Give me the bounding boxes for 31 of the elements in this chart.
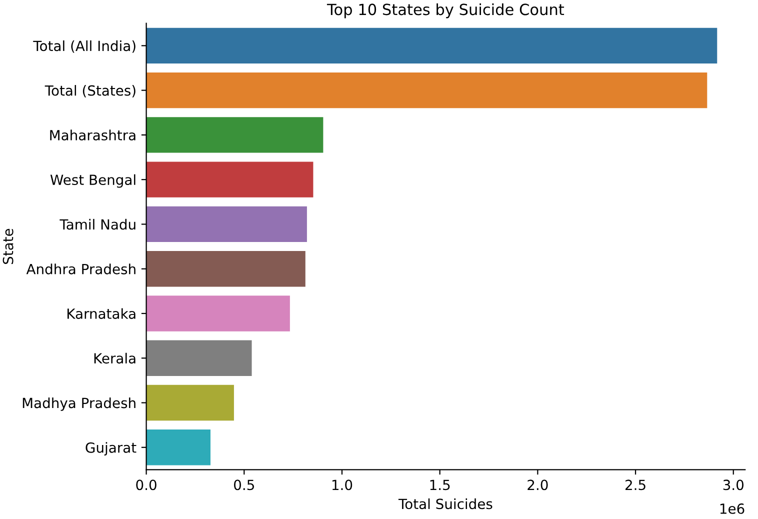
- bar: [146, 72, 708, 108]
- bar: [146, 430, 210, 466]
- y-tick-label: Kerala: [94, 352, 136, 364]
- chart-title: Top 10 States by Suicide Count: [326, 3, 564, 18]
- bar: [146, 162, 314, 198]
- x-tick-label: 0.0: [136, 480, 156, 490]
- x-tick-label: 1.5: [430, 480, 450, 490]
- y-tick-label: Karnataka: [68, 308, 136, 319]
- text: 1e6: [720, 503, 744, 514]
- bar: [146, 28, 718, 64]
- x-tick-label: 1.0: [332, 480, 352, 490]
- y-tick-label: Total (All India): [33, 40, 136, 53]
- bar: [146, 296, 290, 332]
- bar: [146, 340, 252, 376]
- bar: [146, 117, 324, 153]
- x-tick-label: 0.5: [234, 480, 254, 490]
- y-tick-label: Madhya Pradesh: [22, 397, 136, 411]
- y-tick-label: West Bengal: [50, 174, 136, 188]
- y-tick-label: Andhra Pradesh: [26, 264, 136, 274]
- y-tick-label: Tamil Nadu: [60, 218, 136, 230]
- x-tick-label: 3.0: [723, 480, 744, 490]
- x-axis-title: Total Suicides: [398, 498, 492, 510]
- y-tick-label: Gujarat: [86, 442, 136, 456]
- bar: [146, 206, 307, 242]
- bar: [146, 250, 306, 287]
- y-tick-label: Maharashtra: [50, 130, 136, 140]
- x-tick-label: 2.5: [626, 480, 646, 490]
- y-axis-title: State: [2, 228, 14, 264]
- x-tick-label: 2.0: [528, 480, 548, 490]
- bar: [146, 384, 234, 421]
- y-tick-label: Total (States): [44, 85, 136, 98]
